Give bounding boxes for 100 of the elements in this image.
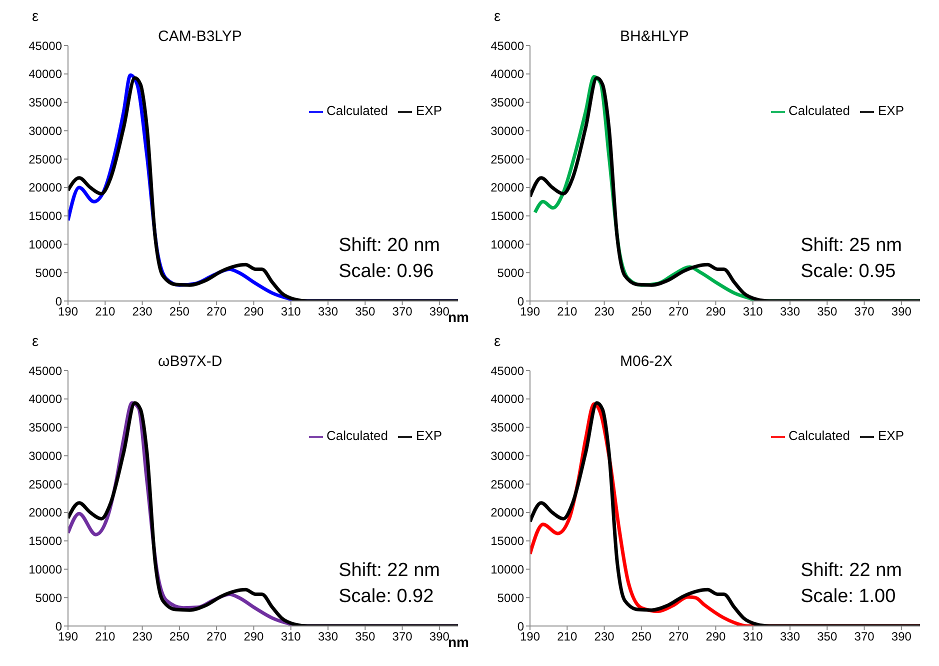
annotation: Shift: 25 nm [800, 234, 902, 258]
annotation: Scale: 0.95 [800, 260, 897, 284]
y-tick-label: 20000 [490, 180, 524, 195]
x-tick-label: 390 [891, 630, 912, 644]
y-tick-label: 5000 [497, 266, 524, 280]
y-tick-label: 5000 [35, 266, 62, 280]
legend-label: EXP [416, 428, 442, 443]
y-axis-title: ε [494, 333, 501, 350]
y-tick-label: 30000 [28, 124, 62, 138]
y-tick-label: 40000 [28, 67, 62, 82]
y-axis-title: ε [32, 8, 39, 25]
x-tick-label: 330 [318, 304, 338, 319]
x-tick-label: 370 [854, 630, 875, 644]
y-tick-label: 10000 [490, 562, 524, 576]
x-tick-label: 210 [557, 630, 578, 644]
y-tick-label: 5000 [35, 590, 62, 605]
y-tick-label: 25000 [490, 152, 524, 166]
x-tick-label: 390 [429, 630, 450, 644]
y-tick-label: 25000 [28, 477, 62, 492]
x-axis-title: nm [448, 634, 469, 650]
x-tick-label: 270 [668, 630, 689, 644]
x-tick-label: 230 [132, 630, 153, 644]
x-tick-label: 210 [557, 304, 578, 319]
x-tick-label: 330 [780, 630, 800, 644]
y-tick-label: 35000 [28, 420, 62, 435]
y-tick-label: 10000 [490, 237, 524, 252]
x-tick-label: 250 [169, 304, 190, 319]
x-tick-label: 290 [706, 304, 726, 319]
legend-label: Calculated [326, 428, 388, 443]
y-tick-label: 45000 [490, 38, 524, 53]
y-tick-label: 45000 [28, 38, 62, 53]
x-tick-label: 350 [355, 630, 376, 644]
legend-label: Calculated [326, 103, 388, 118]
y-tick-label: 40000 [490, 67, 524, 82]
y-axis-title: ε [494, 8, 501, 25]
annotation: Scale: 1.00 [800, 585, 897, 609]
x-tick-label: 290 [244, 630, 264, 644]
x-tick-label: 270 [206, 630, 227, 644]
y-tick-label: 10000 [28, 562, 62, 576]
chart-title: CAM-B3LYP [158, 28, 242, 45]
y-tick-label: 40000 [490, 392, 524, 406]
legend-label: EXP [878, 428, 904, 443]
x-tick-label: 310 [280, 304, 302, 319]
y-tick-label: 20000 [28, 180, 62, 195]
chart-title: BH&HLYP [620, 28, 689, 45]
y-tick-label: 5000 [497, 590, 524, 605]
y-tick-label: 35000 [28, 96, 62, 110]
x-tick-label: 270 [668, 304, 689, 319]
y-tick-label: 30000 [490, 124, 524, 138]
y-tick-label: 45000 [28, 364, 62, 378]
x-tick-label: 390 [429, 304, 450, 319]
y-axis-title: ε [32, 333, 39, 350]
y-tick-label: 25000 [490, 477, 524, 492]
x-tick-label: 310 [742, 304, 764, 319]
y-tick-label: 35000 [490, 96, 524, 110]
y-tick-label: 20000 [490, 506, 524, 520]
x-tick-label: 350 [817, 630, 838, 644]
x-tick-label: 290 [706, 630, 726, 644]
x-axis-title: nm [448, 309, 469, 325]
y-tick-label: 15000 [28, 209, 62, 224]
x-tick-label: 370 [854, 304, 875, 319]
x-tick-label: 370 [392, 304, 413, 319]
y-tick-label: 15000 [490, 534, 524, 548]
x-tick-label: 230 [132, 304, 153, 319]
x-tick-label: 250 [169, 630, 190, 644]
y-tick-label: 35000 [490, 420, 524, 435]
chart-title: ωB97X-D [158, 353, 222, 370]
x-tick-label: 310 [742, 630, 764, 644]
y-tick-label: 30000 [28, 448, 62, 463]
annotation: Scale: 0.92 [338, 585, 435, 609]
y-tick-label: 30000 [490, 448, 524, 463]
y-tick-label: 10000 [28, 237, 62, 252]
y-tick-label: 40000 [28, 392, 62, 406]
legend-label: EXP [878, 103, 904, 118]
legend-label: Calculated [788, 103, 850, 118]
x-tick-label: 270 [206, 304, 227, 319]
y-tick-label: 15000 [28, 534, 62, 548]
y-tick-label: 15000 [490, 209, 524, 224]
annotation: Shift: 22 nm [338, 559, 440, 583]
x-tick-label: 310 [280, 630, 302, 644]
x-tick-label: 350 [355, 304, 376, 319]
legend-label: Calculated [788, 428, 850, 443]
x-tick-label: 370 [392, 630, 413, 644]
x-tick-label: 210 [95, 304, 116, 319]
chart-title: M06-2X [620, 353, 673, 370]
x-tick-label: 290 [244, 304, 264, 319]
x-tick-label: 230 [594, 630, 615, 644]
x-tick-label: 330 [318, 630, 338, 644]
legend-label: EXP [416, 103, 442, 118]
annotation: Shift: 22 nm [800, 559, 902, 583]
y-tick-label: 45000 [490, 364, 524, 378]
x-tick-label: 350 [817, 304, 838, 319]
y-tick-label: 20000 [28, 506, 62, 520]
annotation: Scale: 0.96 [338, 260, 435, 284]
x-tick-label: 250 [631, 304, 652, 319]
x-tick-label: 390 [891, 304, 912, 319]
annotation: Shift: 20 nm [338, 234, 440, 258]
x-tick-label: 330 [780, 304, 800, 319]
x-tick-label: 210 [95, 630, 116, 644]
x-tick-label: 230 [594, 304, 615, 319]
